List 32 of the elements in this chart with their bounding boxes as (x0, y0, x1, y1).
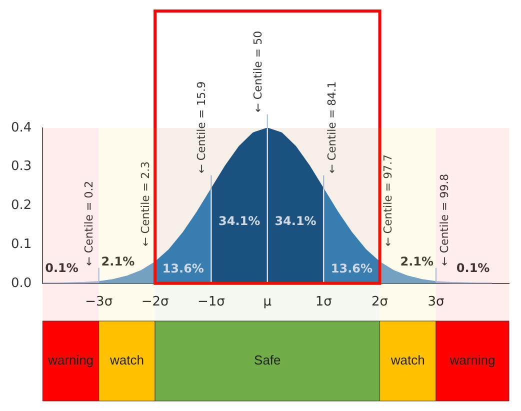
x-tick-label: −2σ (141, 294, 169, 310)
annotation: 13.6% (330, 262, 373, 276)
band-label: warning (47, 352, 94, 368)
annotation: 0.1% (456, 261, 490, 276)
band-label: Safe (254, 352, 281, 368)
y-tick-label: 0.1 (10, 236, 32, 252)
annotation: ← Centile = 99.8 (438, 174, 451, 266)
annotation: 2.1% (400, 254, 434, 269)
x-tick-label: −1σ (198, 294, 225, 310)
annotation: ← Centile = 0.2 (82, 180, 96, 266)
band-label: watch (390, 352, 425, 368)
annotation: ← Centile = 97.7 (382, 154, 395, 246)
annotation: ← Centile = 2.3 (138, 161, 152, 246)
annotation: 34.1% (274, 214, 316, 228)
y-tick-label: 0.3 (10, 159, 32, 174)
y-tick-label: 0.4 (10, 120, 32, 136)
x-tick-label: 1σ (315, 294, 332, 310)
annotation: ← Centile = 15.9 (195, 81, 208, 174)
annotation: ← Centile = 84.1 (325, 81, 338, 174)
x-tick-label: μ (263, 294, 272, 310)
x-tick-label: 2σ (372, 294, 388, 310)
x-tick-label: −3σ (85, 294, 113, 310)
x-tick-label: 3σ (428, 294, 444, 310)
y-tick-label: 0.0 (10, 276, 32, 291)
annotation: ← Centile = 50 (251, 30, 264, 112)
annotation: 13.6% (162, 262, 204, 276)
band-label: watch (108, 352, 144, 368)
y-tick-label: 0.2 (10, 198, 32, 214)
band-label: warning (448, 352, 496, 368)
annotation: 2.1% (101, 254, 135, 269)
annotation: 0.1% (45, 261, 78, 276)
annotation: 34.1% (218, 214, 260, 228)
